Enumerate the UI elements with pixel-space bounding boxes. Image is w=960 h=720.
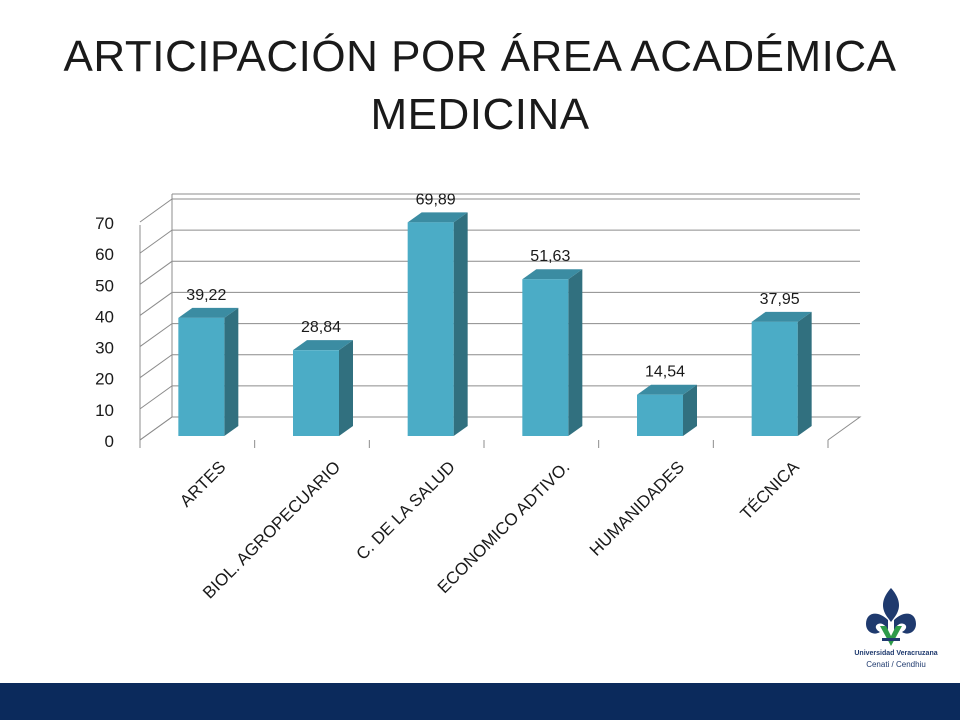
data-labels: 39,22 28,84 69,89 51,63 14,54 37,95 — [186, 191, 799, 380]
bar-top — [293, 340, 353, 351]
bar-top — [751, 311, 812, 322]
gridline — [139, 260, 860, 285]
title-line-2: MEDICINA — [370, 90, 590, 139]
x-category-label: TÉCNICA — [737, 457, 804, 524]
data-label: 39,22 — [186, 287, 226, 304]
bar-side — [683, 384, 697, 436]
slide-title: ARTICIPACIÓN POR ÁREA ACADÉMICA MEDICINA — [0, 28, 960, 144]
footer-band — [0, 683, 960, 720]
data-label: 51,63 — [530, 248, 570, 265]
bar-front — [407, 222, 454, 436]
gridline — [139, 416, 860, 441]
bar-side — [339, 340, 353, 436]
bar-top — [522, 269, 583, 280]
data-label: 28,84 — [301, 319, 341, 336]
y-tick-label: 20 — [95, 370, 114, 389]
title-line-1: ARTICIPACIÓN POR ÁREA ACADÉMICA — [63, 32, 897, 81]
bar-front — [522, 279, 569, 436]
data-label: 14,54 — [645, 364, 685, 381]
bar — [637, 384, 697, 436]
bar-side — [797, 311, 812, 436]
bar-front — [637, 394, 683, 436]
gridline — [139, 229, 860, 254]
fleur-de-lis-icon — [866, 588, 916, 646]
gridline — [139, 385, 860, 410]
bar-front — [293, 350, 339, 436]
x-category-label: C. DE LA SALUD — [353, 457, 459, 563]
data-label: 69,89 — [416, 191, 456, 208]
y-axis: 0 10 20 30 40 50 60 70 — [95, 214, 114, 451]
bar-side — [224, 307, 239, 436]
logo-university-name: Universidad Veracruzana — [854, 650, 938, 657]
bar — [178, 307, 239, 436]
gridline — [139, 323, 860, 347]
bar-top — [407, 212, 468, 223]
chart-bars — [178, 212, 812, 436]
y-tick-label: 0 — [105, 432, 114, 451]
gridline — [139, 291, 860, 316]
gridline — [139, 354, 860, 379]
gridline — [139, 198, 860, 223]
university-logo — [822, 582, 960, 683]
bar-side — [568, 269, 583, 436]
data-label: 37,95 — [760, 291, 800, 308]
x-category-label: ECONOMICO ADTIVO. — [434, 457, 574, 597]
y-tick-label: 60 — [95, 245, 114, 264]
bar-top — [178, 307, 239, 318]
y-tick-label: 30 — [95, 339, 114, 358]
y-tick-label: 10 — [95, 401, 114, 420]
bar — [751, 311, 812, 436]
bar — [293, 340, 353, 436]
x-category-label: ARTES — [176, 457, 229, 510]
chart-gridlines — [139, 193, 860, 441]
bar-side — [453, 212, 468, 436]
y-tick-label: 50 — [95, 276, 114, 295]
bar-chart: 0 10 20 30 40 50 60 70 39,22 28,84 69,89 51,63 14,5… — [95, 191, 862, 602]
bar-front — [751, 321, 798, 436]
logo-subtitle: Cenati / Cendhiu — [866, 660, 926, 669]
y-tick-label: 40 — [95, 307, 114, 326]
bar — [522, 269, 583, 436]
x-category-label: HUMANIDADES — [586, 457, 688, 559]
bar-top — [637, 384, 697, 395]
bar-front — [178, 317, 225, 436]
bar — [407, 212, 468, 436]
y-tick-label: 70 — [95, 214, 114, 233]
